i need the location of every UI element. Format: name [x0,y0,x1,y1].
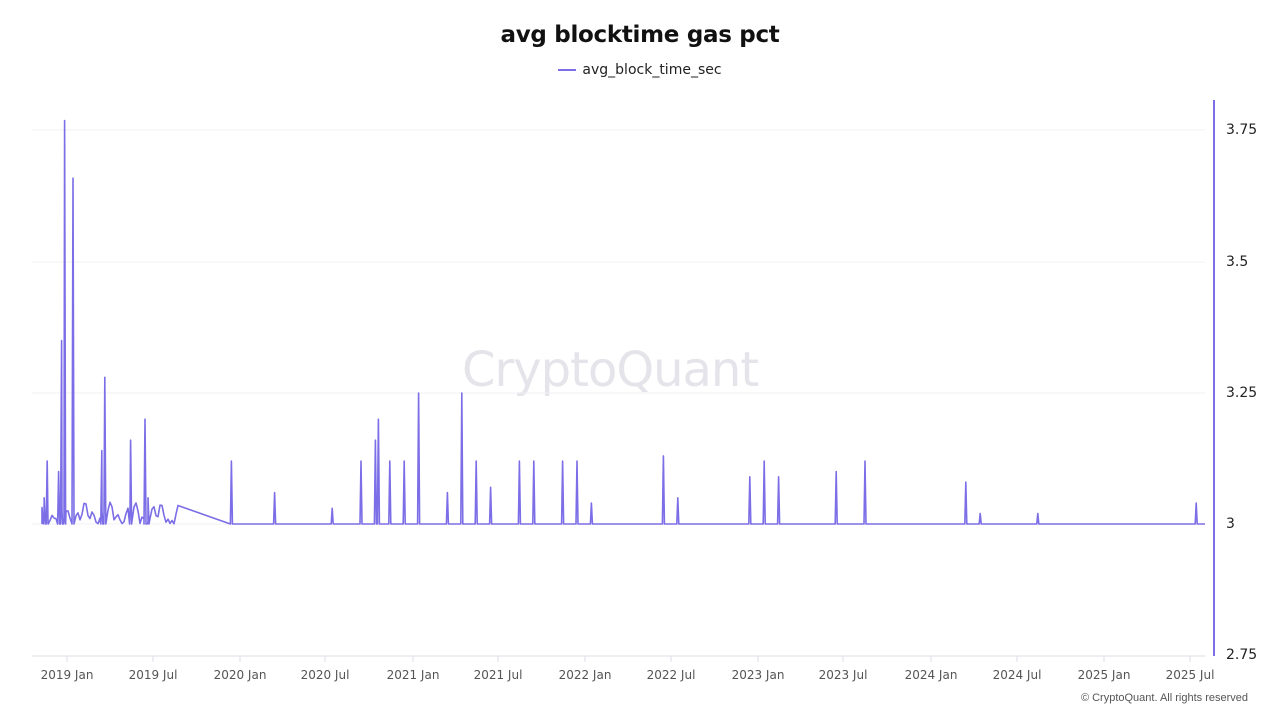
x-tick-label: 2025 Jul [1165,668,1215,682]
chart-title: avg blocktime gas pct [500,22,780,48]
x-tick-label: 2023 Jul [818,668,868,682]
x-tick-label: 2023 Jan [731,668,785,682]
x-tick-label: 2019 Jul [128,668,178,682]
y-tick-label: 3.5 [1226,254,1249,270]
legend-label: avg_block_time_sec [582,62,722,78]
series-line-avg-block-time[interactable] [41,119,1205,525]
x-tick-label: 2024 Jul [992,668,1042,682]
legend[interactable]: avg_block_time_sec [0,62,1280,78]
x-tick-label: 2022 Jul [646,668,696,682]
x-tick-label: 2020 Jul [300,668,350,682]
x-axis-ticks [66,656,1191,662]
x-tick-label: 2019 Jan [40,668,94,682]
y-tick-label: 2.75 [1226,647,1258,663]
x-tick-label: 2022 Jan [558,668,612,682]
gridlines [32,129,1205,525]
x-tick-label: 2025 Jan [1077,668,1131,682]
x-tick-label: 2021 Jan [386,668,440,682]
x-tick-label: 2021 Jul [473,668,523,682]
y-tick-label: 3 [1226,516,1235,532]
watermark: CryptoQuant [462,342,759,398]
x-tick-label: 2020 Jan [213,668,267,682]
y-tick-label: 3.25 [1226,385,1258,401]
copyright-notice: © CryptoQuant. All rights reserved [1080,692,1248,704]
legend-line-swatch-icon [558,69,577,71]
y-tick-label: 3.75 [1226,122,1258,138]
x-tick-label: 2024 Jan [904,668,958,682]
